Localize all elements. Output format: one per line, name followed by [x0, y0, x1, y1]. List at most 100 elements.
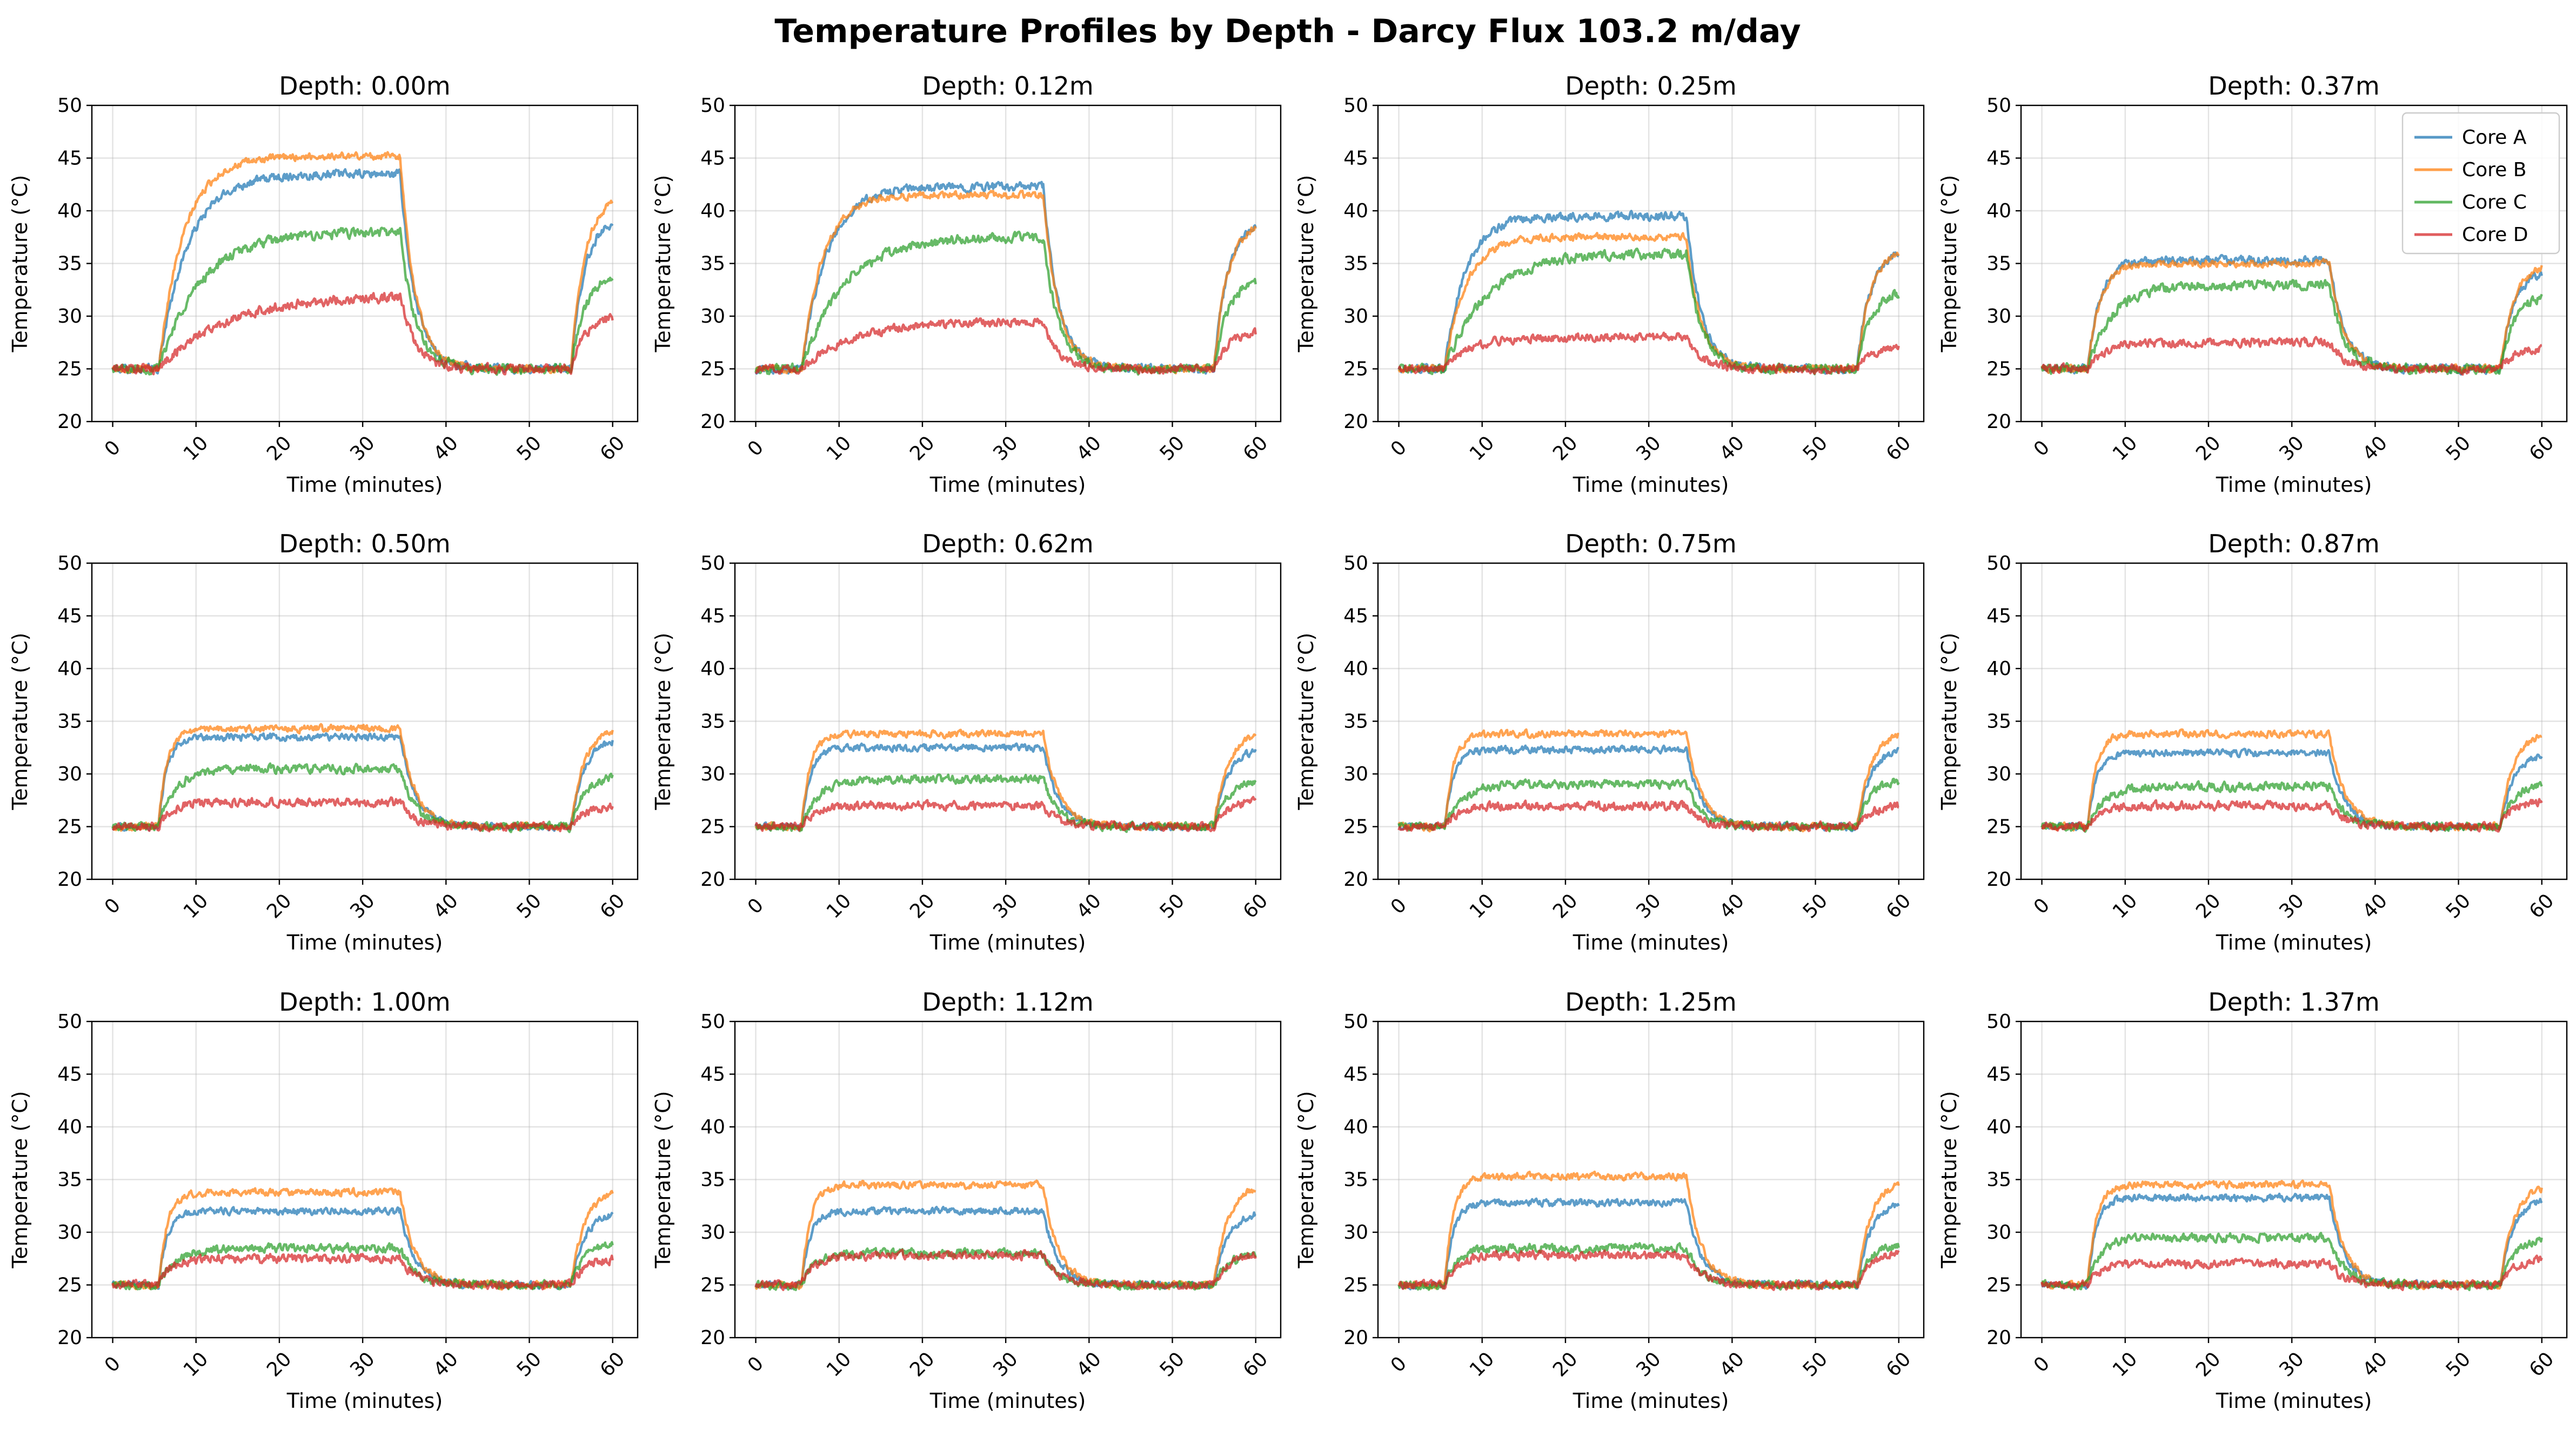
y-tick-label: 45 — [700, 148, 725, 170]
y-tick-label: 30 — [1986, 305, 2011, 328]
y-tick-label: 35 — [57, 253, 82, 275]
y-tick-label: 50 — [57, 552, 82, 575]
y-tick-label: 50 — [1343, 1011, 1368, 1033]
y-tick-label: 35 — [57, 1169, 82, 1191]
panel-title: Depth: 1.25m — [1565, 987, 1736, 1017]
y-tick-label: 25 — [1986, 358, 2011, 380]
y-tick-label: 20 — [1343, 869, 1368, 891]
panel-title: Depth: 1.00m — [279, 987, 450, 1017]
y-axis-label: Temperature (°C) — [8, 175, 32, 353]
x-axis-label: Time (minutes) — [2216, 931, 2372, 954]
x-axis-label: Time (minutes) — [286, 1389, 443, 1413]
y-tick-label: 30 — [1986, 1221, 2011, 1244]
y-tick-label: 20 — [57, 869, 82, 891]
y-tick-label: 40 — [57, 1116, 82, 1138]
legend: Core A Core B Core C Core D — [2401, 112, 2560, 255]
y-tick-label: 45 — [1986, 605, 2011, 627]
x-axis-label: Time (minutes) — [1573, 473, 1729, 497]
y-tick-label: 30 — [57, 1221, 82, 1244]
series-group — [111, 723, 614, 833]
y-tick-label: 35 — [1986, 711, 2011, 733]
y-tick-label: 35 — [700, 1169, 725, 1191]
y-axis-label: Temperature (°C) — [651, 175, 675, 353]
y-tick-label: 20 — [1986, 1327, 2011, 1349]
y-tick-label: 40 — [700, 1116, 725, 1138]
y-tick-label: 35 — [57, 711, 82, 733]
y-tick-label: 50 — [700, 1011, 725, 1033]
y-axis-label: Temperature (°C) — [1937, 633, 1961, 811]
y-tick-label: 25 — [1986, 1274, 2011, 1297]
legend-entry: Core D — [2462, 224, 2528, 246]
y-tick-label: 30 — [1986, 763, 2011, 785]
series-group — [2040, 1179, 2543, 1292]
y-tick-label: 45 — [57, 605, 82, 627]
series-group — [754, 729, 1257, 833]
series-line-core-d — [1397, 799, 1899, 832]
y-tick-label: 25 — [700, 1274, 725, 1297]
legend-entry: Core A — [2462, 126, 2527, 149]
y-tick-label: 25 — [1343, 816, 1368, 838]
y-tick-label: 45 — [1986, 148, 2011, 170]
series-group — [1397, 1170, 1900, 1291]
y-tick-label: 25 — [700, 358, 725, 380]
x-axis-label: Time (minutes) — [929, 473, 1086, 497]
y-tick-label: 50 — [57, 95, 82, 117]
y-tick-label: 35 — [1343, 1169, 1368, 1191]
y-tick-label: 25 — [57, 816, 82, 838]
y-tick-label: 30 — [1343, 763, 1368, 785]
y-tick-label: 50 — [1986, 95, 2011, 117]
panel-title: Depth: 0.50m — [279, 529, 450, 558]
y-tick-label: 50 — [1986, 552, 2011, 575]
y-tick-label: 25 — [1343, 1274, 1368, 1297]
series-line-core-c — [2041, 1232, 2543, 1292]
x-axis-label: Time (minutes) — [286, 473, 443, 497]
series-line-core-c — [2040, 279, 2543, 376]
series-group — [2040, 728, 2543, 833]
series-group — [111, 1187, 614, 1291]
y-axis-label: Temperature (°C) — [1294, 1091, 1318, 1269]
y-tick-label: 50 — [700, 552, 725, 575]
figure-title: Temperature Profiles by Depth - Darcy Fl… — [774, 12, 1801, 50]
series-line-core-d — [2041, 798, 2543, 833]
series-group — [1397, 210, 1900, 376]
y-tick-label: 50 — [700, 95, 725, 117]
y-tick-label: 20 — [57, 411, 82, 433]
y-tick-label: 45 — [57, 148, 82, 170]
panel-title: Depth: 1.37m — [2208, 987, 2379, 1017]
y-tick-label: 40 — [1986, 1116, 2011, 1138]
y-axis-label: Temperature (°C) — [651, 633, 675, 811]
y-tick-label: 45 — [700, 1064, 725, 1086]
legend-box — [2401, 112, 2560, 255]
series-line-core-d — [754, 796, 1257, 832]
x-axis-label: Time (minutes) — [1573, 1389, 1729, 1413]
y-tick-label: 20 — [1986, 869, 2011, 891]
series-line-core-d — [111, 796, 614, 833]
series-group — [2040, 253, 2543, 376]
panel-title: Depth: 1.12m — [922, 987, 1093, 1017]
y-tick-label: 45 — [57, 1064, 82, 1086]
x-axis-label: Time (minutes) — [2216, 473, 2372, 497]
legend-entry: Core B — [2462, 159, 2526, 181]
y-tick-label: 25 — [1986, 816, 2011, 838]
y-tick-label: 25 — [57, 358, 82, 380]
y-tick-label: 45 — [1343, 1064, 1368, 1086]
y-axis-label: Temperature (°C) — [651, 1091, 675, 1269]
y-tick-label: 35 — [1986, 253, 2011, 275]
x-axis-label: Time (minutes) — [2216, 1389, 2372, 1413]
series-line-core-d — [111, 291, 614, 376]
y-tick-label: 40 — [1343, 200, 1368, 222]
y-tick-label: 35 — [1343, 711, 1368, 733]
y-tick-label: 35 — [700, 253, 725, 275]
y-axis-label: Temperature (°C) — [1937, 175, 1961, 353]
panel-title: Depth: 0.87m — [2208, 529, 2379, 558]
y-tick-label: 25 — [57, 1274, 82, 1297]
y-tick-label: 35 — [1986, 1169, 2011, 1191]
series-group — [754, 181, 1257, 376]
